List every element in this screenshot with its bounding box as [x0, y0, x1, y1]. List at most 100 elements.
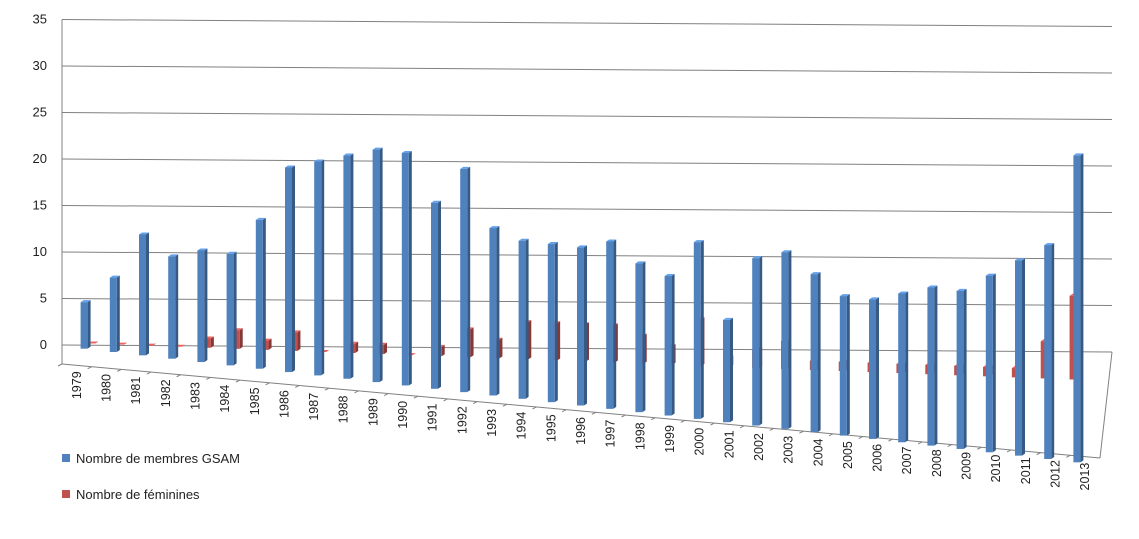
x-tick	[710, 422, 715, 426]
y-tick-label: 5	[40, 291, 47, 306]
x-tick-label: 1996	[574, 417, 588, 445]
x-tick	[413, 395, 419, 399]
x-tick-label: 2010	[989, 455, 1003, 483]
x-tick-label: 1990	[396, 401, 410, 429]
bar-members-1981	[139, 232, 149, 356]
bar-members-1985	[255, 217, 266, 369]
bar-members-2003	[781, 250, 792, 429]
x-tick	[235, 379, 241, 383]
x-tick-label: 1985	[248, 387, 262, 415]
x-tick	[680, 419, 686, 423]
x-tick	[739, 425, 745, 429]
bar-members-1987	[314, 159, 325, 376]
x-tick	[384, 393, 389, 396]
bar-members-1984	[226, 251, 237, 366]
x-tick-label: 1992	[455, 406, 469, 434]
bar-members-2011	[1015, 258, 1025, 456]
bar-members-2013	[1073, 153, 1084, 463]
legend: Nombre de membres GSAM Nombre de féminin…	[62, 440, 240, 512]
gridline	[61, 65, 1113, 74]
bar-members-2001	[723, 317, 733, 423]
bar-members-1982	[168, 254, 179, 359]
bar-members-2010	[985, 273, 996, 453]
x-tick	[206, 376, 211, 380]
bar-members-2006	[869, 297, 879, 439]
floor-right-edge	[1099, 351, 1113, 459]
x-tick	[354, 390, 359, 394]
x-tick-label: 2013	[1078, 463, 1092, 491]
bar-members-1996	[577, 245, 587, 406]
x-tick	[532, 406, 537, 410]
legend-item-members: Nombre de membres GSAM	[62, 440, 240, 476]
bar-members-1999	[664, 274, 675, 416]
x-tick	[888, 438, 893, 442]
x-tick	[443, 398, 448, 402]
bar-members-1994	[518, 238, 529, 399]
legend-label-members: Nombre de membres GSAM	[76, 450, 240, 466]
x-tick	[591, 411, 597, 415]
x-tick-label: 2004	[811, 438, 825, 466]
x-tick	[799, 430, 804, 434]
x-tick	[917, 441, 923, 445]
bar-members-2012	[1044, 243, 1055, 459]
x-tick	[858, 436, 863, 439]
bar-members-1998	[635, 261, 646, 413]
x-tick	[1006, 449, 1012, 453]
x-tick-label: 2005	[841, 441, 855, 469]
y-tick-label: 20	[33, 151, 47, 166]
x-tick-label: 2002	[752, 433, 766, 461]
bar-members-1990	[401, 150, 412, 386]
x-tick-label: 2000	[693, 428, 707, 456]
x-tick-label: 2003	[782, 436, 796, 464]
x-tick	[117, 368, 122, 372]
x-tick	[828, 433, 834, 437]
bar-members-1993	[489, 226, 500, 396]
bar-members-1988	[343, 153, 354, 379]
x-tick	[324, 387, 330, 391]
x-tick-label: 1983	[188, 382, 202, 410]
y-tick-label: 25	[33, 105, 47, 120]
bar-members-1989	[372, 147, 383, 383]
x-tick-label: 1988	[337, 395, 351, 423]
gridline	[61, 158, 1113, 167]
x-tick	[621, 414, 626, 418]
x-tick	[1066, 454, 1071, 458]
bar-members-2004	[810, 272, 821, 433]
x-tick	[977, 446, 982, 450]
x-tick	[265, 382, 270, 386]
x-tick-label: 1991	[426, 404, 440, 432]
x-tick	[947, 444, 952, 448]
bar-members-1991	[431, 200, 441, 389]
x-tick-label: 1998	[633, 422, 647, 450]
x-tick-label: 1982	[159, 379, 173, 407]
x-tick	[1036, 452, 1041, 456]
x-tick-label: 1986	[277, 390, 291, 418]
x-tick	[561, 409, 567, 413]
bar-members-2005	[839, 294, 850, 436]
bar-members-1983	[197, 248, 208, 363]
bar-women-1979	[88, 341, 99, 344]
bar-members-1979	[80, 300, 91, 349]
x-tick-label: 2009	[960, 452, 974, 480]
y-axis: 0 5 10 15 20 25 30 35	[33, 12, 63, 352]
x-tick-label: 1989	[366, 398, 380, 426]
y-tick-label: 30	[33, 58, 47, 73]
x-tick-label: 1994	[515, 412, 529, 440]
gridline	[61, 112, 1113, 120]
y-tick-label: 15	[33, 198, 47, 213]
x-tick-label: 2006	[871, 444, 885, 472]
x-tick-label: 2008	[930, 449, 944, 477]
bar-members-2009	[956, 288, 967, 449]
x-tick	[650, 417, 656, 421]
x-tick-label: 1993	[485, 409, 499, 437]
bar-members-2008	[927, 285, 938, 446]
x-tick	[472, 401, 478, 405]
x-tick	[146, 371, 152, 375]
legend-item-women: Nombre de féminines	[62, 476, 240, 512]
legend-swatch-women	[62, 490, 70, 498]
x-tick	[57, 363, 63, 367]
x-tick-label: 2001	[722, 430, 736, 458]
x-tick-label: 1984	[218, 385, 232, 413]
x-tick-label: 1987	[307, 393, 321, 421]
